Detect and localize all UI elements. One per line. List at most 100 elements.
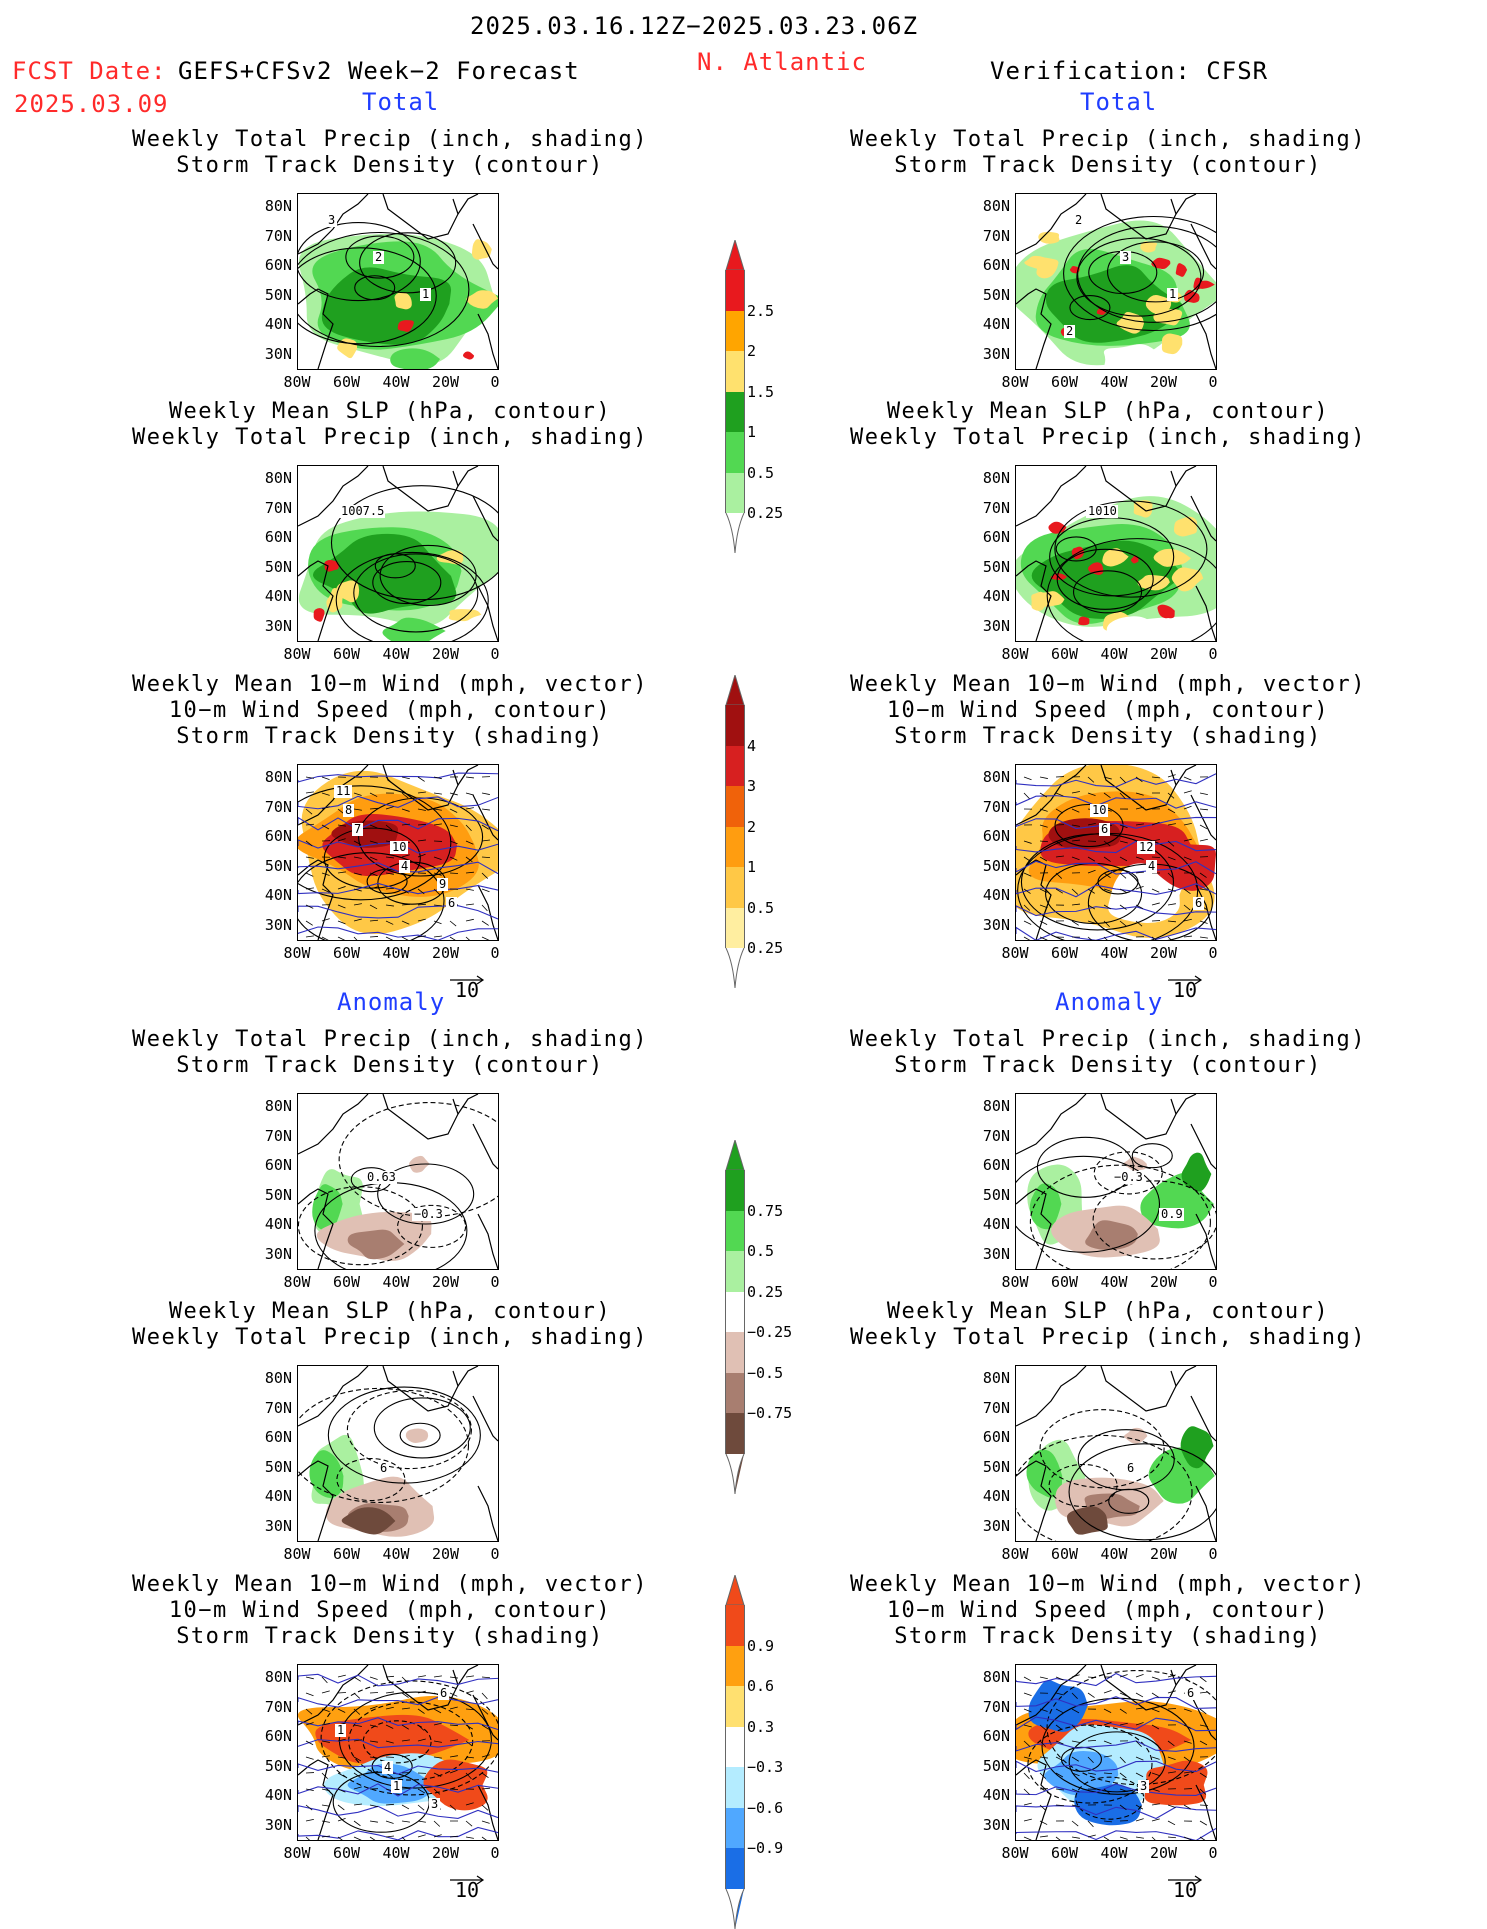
panel-title-line: Weekly Mean SLP (hPa, contour) (90, 1299, 690, 1325)
wind-vector (1120, 1837, 1128, 1839)
lon-tick-label: 60W (1040, 1844, 1090, 1862)
colorbar-segment (725, 311, 745, 352)
lon-tick-label: 40W (371, 944, 421, 962)
wind-vector (482, 1805, 488, 1810)
wind-vector (402, 1837, 408, 1840)
svg-text:2: 2 (1075, 213, 1082, 227)
wind-vector (306, 1819, 314, 1821)
lon-tick-label: 20W (1139, 1545, 1189, 1563)
contour-label: 11 (334, 784, 352, 798)
contour-label: 3 (429, 1797, 440, 1811)
shading-region (314, 466, 379, 499)
lon-tick-label: 40W (1089, 1545, 1139, 1563)
contour-label: 10 (390, 840, 408, 854)
wind-vector (338, 1675, 346, 1677)
svg-text:0.9: 0.9 (1161, 1207, 1183, 1221)
contour-label: 3 (326, 213, 337, 227)
panel-title: Weekly Mean SLP (hPa, contour)Weekly Tot… (808, 1299, 1408, 1351)
lat-tick-label: 40N (970, 886, 1010, 904)
wind-vector (1136, 1693, 1143, 1697)
wind-vector (450, 921, 456, 926)
contour-label: 4 (399, 859, 410, 873)
colorbar-segment (725, 1292, 745, 1333)
wind-vector (1136, 1674, 1144, 1677)
wind-vector (1200, 1821, 1207, 1825)
map-panel-R5: 6 (1015, 1365, 1217, 1542)
wind-vector (370, 1837, 377, 1840)
wind-vector (466, 1837, 474, 1838)
lat-tick-label: 50N (970, 1757, 1010, 1775)
svg-text:4: 4 (401, 859, 408, 873)
colorbar-tick-label: 2 (747, 342, 756, 360)
lon-tick-label: 0 (1188, 1273, 1238, 1291)
coastline (478, 1214, 498, 1269)
lat-tick-label: 40N (252, 1215, 292, 1233)
colorbar-cap-bottom (725, 948, 745, 988)
lon-tick-label: 80W (272, 1844, 322, 1862)
contour-line (298, 1674, 498, 1685)
panel-title-line: Weekly Mean 10−m Wind (mph, vector) (90, 672, 690, 698)
lat-tick-label: 50N (970, 1458, 1010, 1476)
wind-vector (402, 1821, 410, 1822)
colorbar-tick-label: 0.9 (747, 1637, 774, 1655)
coastline (1176, 194, 1196, 214)
colorbar-segment (725, 392, 745, 433)
contour-label: 1 (420, 287, 431, 301)
wind-vector (402, 1677, 408, 1683)
contour-label: 7 (352, 822, 363, 836)
lat-tick-label: 80N (970, 768, 1010, 786)
wind-vector (1200, 1837, 1207, 1840)
wind-vector (466, 1821, 472, 1826)
lon-tick-label: 0 (470, 645, 520, 663)
contour-label: 6 (438, 1686, 449, 1700)
map-canvas: 1010 (1016, 466, 1216, 641)
wind-vector (386, 1821, 394, 1823)
shading-region (1032, 466, 1096, 497)
contour-label: 1010 (1086, 504, 1118, 518)
contour-label: 8 (343, 803, 354, 817)
colorbar-segment (725, 1808, 745, 1849)
wind-vector (354, 1677, 361, 1681)
lat-tick-label: 30N (252, 1245, 292, 1263)
svg-text:−0.3: −0.3 (1114, 1170, 1143, 1184)
lon-tick-label: 0 (470, 1545, 520, 1563)
colorbar-segment (725, 1727, 745, 1768)
coastline (1176, 1366, 1196, 1386)
lon-tick-label: 0 (1188, 1844, 1238, 1862)
panel-title-line: Storm Track Density (contour) (90, 153, 690, 179)
wind-vector (418, 1821, 426, 1822)
wind-vector (434, 936, 442, 937)
panel-title-line: Weekly Mean SLP (hPa, contour) (808, 1299, 1408, 1325)
coastline (383, 194, 458, 239)
contour-label: 6 (446, 896, 457, 910)
lat-tick-label: 80N (970, 1668, 1010, 1686)
wind-vector (1104, 1690, 1112, 1693)
svg-text:3: 3 (1140, 1779, 1147, 1793)
contour-label: 3 (1120, 250, 1131, 264)
lat-tick-label: 40N (970, 315, 1010, 333)
lon-tick-label: 80W (990, 944, 1040, 962)
panel-title: Weekly Total Precip (inch, shading)Storm… (90, 1027, 690, 1079)
wind-vector (482, 921, 489, 925)
coastline (473, 1396, 498, 1441)
svg-text:3: 3 (431, 1797, 438, 1811)
coastline (458, 765, 478, 785)
lon-tick-label: 60W (322, 1273, 372, 1291)
svg-text:1: 1 (393, 1779, 400, 1793)
map-canvas: 1007.5 (298, 466, 498, 641)
lat-tick-label: 80N (970, 1369, 1010, 1387)
lon-tick-label: 60W (1040, 373, 1090, 391)
wind-vector (482, 793, 490, 795)
wind-vector (402, 777, 410, 779)
wind-vector (1088, 1835, 1096, 1837)
lat-tick-label: 30N (252, 617, 292, 635)
contour-label: 10 (1090, 803, 1108, 817)
colorbar-segment (725, 432, 745, 473)
contour-label: −0.3 (1112, 1170, 1144, 1184)
svg-text:1: 1 (1169, 287, 1176, 301)
lon-tick-label: 80W (272, 373, 322, 391)
wind-vector (466, 1676, 474, 1677)
